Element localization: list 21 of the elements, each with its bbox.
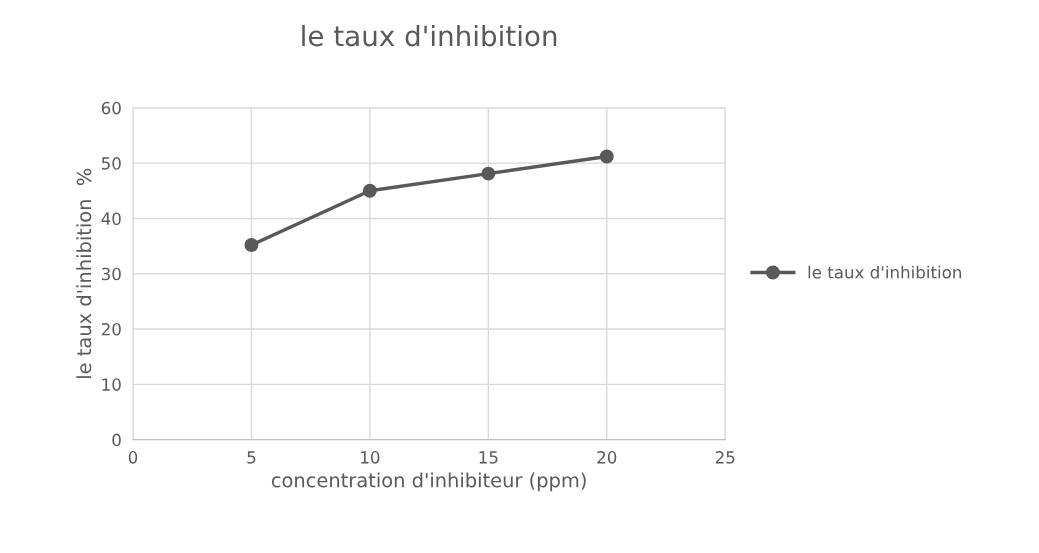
y-tick-label: 20 <box>101 323 121 336</box>
point <box>362 183 377 198</box>
y-tick-label: 60 <box>101 101 121 115</box>
y-tick-label: 30 <box>101 267 121 281</box>
x-axis-title: concentration d'inhibiteur (ppm) <box>271 472 586 492</box>
x-tick-label: 20 <box>597 451 617 464</box>
point <box>481 166 496 181</box>
legend-label: le taux d'inhibition <box>808 265 961 279</box>
point <box>599 149 614 164</box>
x-tick-label: 10 <box>361 451 380 464</box>
chart-title: le taux d'inhibition <box>302 24 557 47</box>
x-tick-label: 25 <box>715 451 735 464</box>
y-tick-label: 10 <box>102 378 121 391</box>
y-axis-title: le taux d'inhibition % <box>76 168 92 378</box>
y-tick-label: 40 <box>101 212 121 225</box>
x-tick-label: 5 <box>247 451 256 464</box>
point <box>244 238 259 252</box>
y-tick-label: 0 <box>112 433 121 447</box>
x-tick-label: 0 <box>128 451 138 464</box>
y-tick-label: 50 <box>101 157 121 170</box>
x-tick-label: 15 <box>479 451 498 464</box>
